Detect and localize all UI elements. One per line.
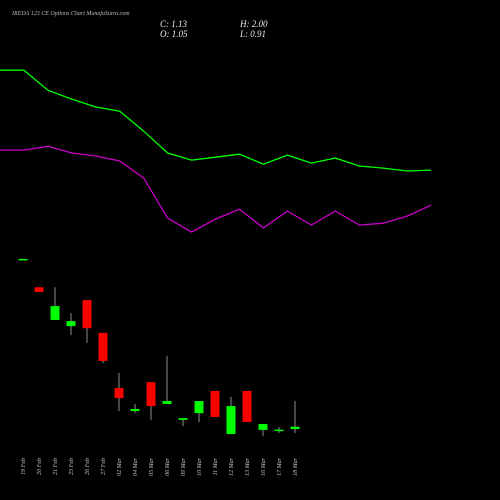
candle-body [82,300,92,329]
x-tick-label: 27 Feb [101,458,107,475]
candle-body [178,418,188,420]
candle-body [258,424,268,430]
candle-body [210,391,220,417]
line-series [0,145,432,233]
close-label: C: 1.13 [160,19,188,29]
candle-body [98,332,108,361]
x-tick-label: 17 Mar [277,457,283,475]
x-tick-label: 04 Mar [132,457,139,475]
x-tick-label: 09 Mar [181,457,187,475]
x-tick-label: 10 Mar [197,457,203,475]
x-tick-label: 11 Mar [213,457,219,475]
x-tick-label: 13 Mar [245,457,251,475]
x-tick-label: 21 Feb [53,458,59,475]
candle-body [50,306,60,320]
x-tick-label: 25 Feb [69,458,75,475]
line-series [0,69,432,172]
x-tick-label: 05 Mar [149,457,155,475]
candle-body [114,388,124,399]
candle-body [130,408,140,412]
x-tick-label: 02 Mar [117,457,123,475]
candle-body [290,426,300,430]
candle-body [194,401,204,414]
candle-body [66,321,76,327]
candle-body [242,391,252,422]
candle-body [162,401,172,404]
high-label: H: 2.00 [239,19,268,29]
chart-title: IREDA 123 CE Options Chart MunafaSutra.c… [11,10,130,17]
x-tick-label: 16 Mar [261,457,267,475]
candle-body [274,429,284,432]
x-tick-label: 26 Feb [85,458,91,475]
x-tick-label: 18 Mar [293,457,299,475]
candle-body [18,258,28,261]
candle-body [34,287,44,292]
candle-body [146,382,156,407]
x-tick-label: 19 Feb [21,458,27,475]
x-tick-label: 12 Mar [229,457,235,475]
x-tick-label: 06 Mar [165,457,171,475]
x-tick-label: 20 Feb [37,458,43,475]
low-label: L: 0.91 [239,29,266,39]
candle-body [226,406,236,435]
open-label: O: 1.05 [160,29,188,39]
